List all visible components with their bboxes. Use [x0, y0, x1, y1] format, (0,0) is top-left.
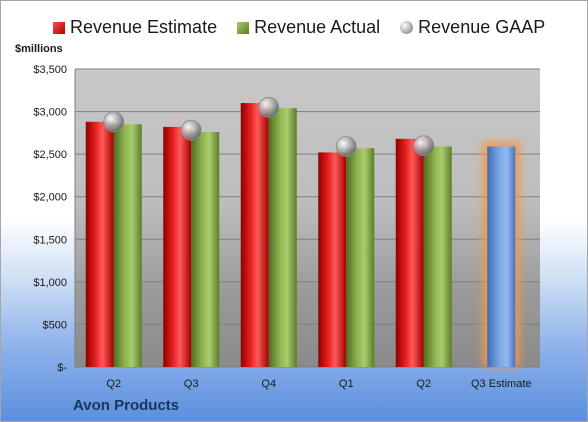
y-tick-label: $1,000 [33, 277, 67, 289]
legend-label-gaap: Revenue GAAP [418, 17, 546, 37]
y-tick-label: $2,000 [33, 192, 67, 204]
bar-actual [191, 132, 220, 367]
x-tick-label: Q2 [416, 378, 431, 390]
y-axis-units-label: $millions [15, 43, 63, 55]
bar-estimate [395, 138, 424, 367]
legend-item-gaap: Revenue GAAP [400, 17, 545, 38]
gaap-markers [103, 96, 435, 157]
legend-item-estimate: Revenue Estimate [53, 17, 217, 38]
legend: Revenue Estimate Revenue Actual Revenue … [53, 17, 545, 38]
gaap-marker [258, 96, 280, 118]
estimate-swatch-icon [53, 21, 65, 34]
x-axis-ticks: Q2 Q3 Q4 Q1 Q2 Q3 Estimate [106, 378, 531, 390]
bar-estimate [85, 121, 114, 367]
x-tick-label: Q1 [339, 378, 354, 390]
legend-label-estimate: Revenue Estimate [70, 17, 218, 37]
y-tick-label: $1,500 [33, 234, 67, 246]
y-axis-ticks: $- $500 $1,000 $1,500 $2,000 $2,500 $3,000 $3,5… [33, 64, 67, 374]
gaap-marker-icon [400, 21, 414, 34]
plot-background [75, 69, 540, 367]
company-name: Avon Products [73, 397, 180, 414]
bar-actual [346, 148, 375, 367]
x-tick-label: Q3 [184, 378, 199, 390]
bar-estimate [318, 152, 347, 367]
x-tick-label: Q2 [106, 378, 121, 390]
y-tick-label: $3,000 [33, 107, 67, 119]
bar-estimate [240, 103, 269, 368]
gaap-marker [180, 119, 202, 141]
bar-estimate [163, 126, 192, 367]
gaap-marker [413, 135, 435, 157]
bar-actual [268, 108, 297, 367]
bar-actual [113, 124, 142, 367]
y-tick-label: $- [57, 362, 67, 374]
y-tick-label: $500 [43, 319, 67, 331]
bar-actual [423, 146, 452, 367]
x-tick-label: Q4 [261, 378, 276, 390]
gridlines [74, 68, 540, 368]
legend-label-actual: Revenue Actual [254, 17, 381, 37]
gaap-marker [335, 136, 357, 157]
gaap-marker [103, 111, 125, 133]
bars [85, 103, 521, 368]
bar-estimate-future [487, 146, 516, 367]
y-tick-label: $2,500 [33, 149, 67, 161]
y-tick-label: $3,500 [33, 64, 67, 76]
actual-swatch-icon [237, 21, 250, 34]
legend-item-actual: Revenue Actual [237, 17, 380, 38]
x-tick-label: Q3 Estimate [471, 378, 532, 390]
